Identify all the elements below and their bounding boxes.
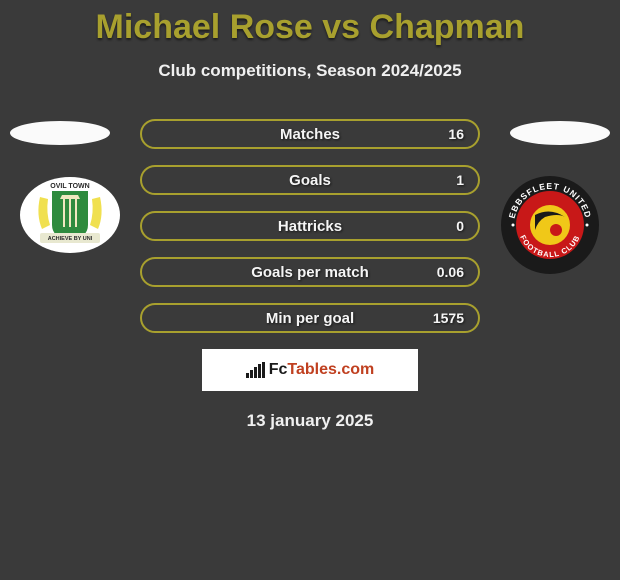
stat-value: 16 [448,126,464,142]
page-title: Michael Rose vs Chapman [0,0,620,47]
stat-label: Min per goal [266,310,354,327]
stat-label: Goals per match [251,264,369,281]
stat-row: Min per goal 1575 [140,303,480,333]
brand-prefix: Fc [269,361,288,378]
brand-box[interactable]: FcTables.com [202,349,418,391]
club-badge-left: OVIL TOWN ACHIEVE BY UNI [20,177,120,253]
stat-value: 1575 [433,310,464,326]
stat-row: Hattricks 0 [140,211,480,241]
stat-row: Goals 1 [140,165,480,195]
player-right-ellipse [510,121,610,145]
subtitle: Club competitions, Season 2024/2025 [0,61,620,81]
club-badge-right: EBBSFLEET UNITED FOOTBALL CLUB [500,175,600,261]
stat-value: 1 [456,172,464,188]
svg-text:OVIL TOWN: OVIL TOWN [50,183,89,190]
stat-label: Goals [289,172,331,189]
brand-text: FcTables.com [269,361,375,379]
player-left-ellipse [10,121,110,145]
stat-label: Matches [280,126,340,143]
stat-label: Hattricks [278,218,342,235]
brand-suffix: Tables.com [287,361,374,378]
stat-row: Goals per match 0.06 [140,257,480,287]
chart-icon [246,362,265,378]
stat-value: 0.06 [437,264,464,280]
date-text: 13 january 2025 [0,411,620,431]
stat-value: 0 [456,218,464,234]
stat-row: Matches 16 [140,119,480,149]
svg-text:ACHIEVE BY UNI: ACHIEVE BY UNI [48,236,93,242]
content-area: OVIL TOWN ACHIEVE BY UNI EBBSFLEET UNITE… [0,119,620,431]
stats-list: Matches 16 Goals 1 Hattricks 0 Goals per match… [140,119,480,333]
